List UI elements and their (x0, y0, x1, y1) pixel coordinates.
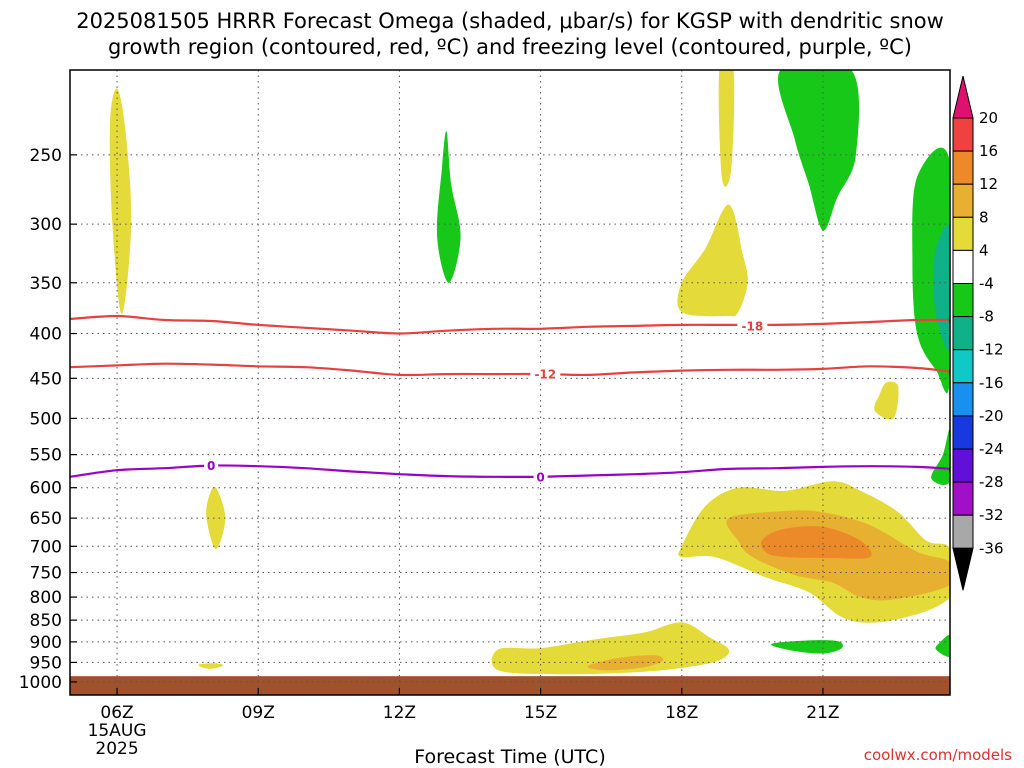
shade-orange-core (760, 526, 872, 559)
colorbar-box--20-to--24 (952, 415, 974, 450)
shade-green-upper-20z (778, 70, 860, 231)
shade-green-900-21z (770, 640, 843, 654)
shade-yellow-upper-06z (109, 88, 132, 314)
colorbar-box--28-to--32 (952, 481, 974, 516)
grid-lines (70, 70, 950, 695)
plot-area: -18 -12 0 0 (69, 69, 951, 696)
x-tick-label-21Z: 21Z (806, 703, 839, 723)
y-tick-label-850: 850 (30, 611, 62, 631)
colorbar-box-8-to-4 (952, 216, 974, 251)
contour-label-dgz-minus18-0: -18 (742, 319, 764, 333)
colorbar-box--24-to--28 (952, 448, 974, 483)
shade-orange-light-low-17z (587, 655, 664, 671)
y-tick-label-950: 950 (30, 653, 62, 673)
shade-yellow-500-22z (874, 381, 899, 420)
shade-yellow-low-15z (491, 622, 730, 675)
y-tick-label-400: 400 (30, 325, 62, 345)
shade-yellow-mid-19z (677, 204, 748, 317)
x-tick-label-12Z: 12Z (383, 703, 416, 723)
plot-frame (69, 69, 951, 696)
colorbar-label--24: -24 (979, 440, 1004, 458)
y-tick-label-500: 500 (30, 409, 62, 429)
y-tick-label-450: 450 (30, 369, 62, 389)
contour-label-bg-freezing-level-1 (533, 469, 548, 483)
y-tick-label-350: 350 (30, 274, 62, 294)
colorbar-label-20: 20 (979, 109, 998, 127)
colorbar-label-4: 4 (979, 241, 989, 259)
y-tick-label-650: 650 (30, 509, 62, 529)
colorbar-box-12-to-8 (952, 183, 974, 218)
x-tick-label-09Z: 09Z (242, 703, 275, 723)
shade-green-upper-13z (436, 131, 461, 283)
contour-label-bg-dgz-minus12-0 (530, 367, 561, 381)
shade-yellow-upper-19z (718, 70, 735, 187)
colorbar-box--32-to--36 (952, 514, 974, 549)
shade-yellow-950-08z (198, 663, 224, 669)
contour-label-bg-freezing-level-0 (204, 458, 219, 472)
colorbar-box--12-to--16 (952, 349, 974, 384)
y-tick-label-750: 750 (30, 564, 62, 584)
x-tick-label-06Z: 06Z (100, 703, 133, 723)
y-tick-label-250: 250 (30, 146, 62, 166)
x-tick-label-18Z: 18Z (665, 703, 698, 723)
x-axis-label: Forecast Time (UTC) (414, 746, 605, 768)
y-tick-label-900: 900 (30, 633, 62, 653)
colorbar-box--16-to--20 (952, 382, 974, 417)
y-tick-label-700: 700 (30, 537, 62, 557)
ground-surface (70, 676, 950, 695)
colorbar-label-12: 12 (979, 175, 998, 193)
contour-label-bg-dgz-minus18-0 (737, 318, 768, 332)
colorbar-box--8-to--12 (952, 316, 974, 351)
colorbar-label--16: -16 (979, 374, 1004, 392)
y-axis-ticks: 2503003504004505005506006507007508008509… (19, 146, 77, 693)
shade-green-low-right (935, 634, 950, 657)
contour-dgz-minus12 (70, 362, 950, 377)
colorbar-box--4-to--8 (952, 283, 974, 318)
omega-shading-layer (109, 70, 950, 675)
chart-title-line1: 2025081505 HRRR Forecast Omega (shaded, … (76, 9, 944, 33)
colorbar-label--28: -28 (979, 473, 1004, 491)
colorbar-box-20-to-16 (952, 117, 974, 152)
contour-label-freezing-level-1: 0 (536, 470, 544, 484)
y-tick-label-800: 800 (30, 588, 62, 608)
x-tick-date-day: 15AUG (88, 721, 147, 741)
y-tick-label-600: 600 (30, 479, 62, 499)
colorbar-label-8: 8 (979, 208, 989, 226)
y-tick-label-300: 300 (30, 215, 62, 235)
chart-title-line2: growth region (contoured, red, ºC) and f… (108, 35, 912, 59)
colorbar-label-16: 16 (979, 142, 998, 160)
credit-text: coolwx.com/models (864, 746, 1012, 764)
y-tick-label-550: 550 (30, 446, 62, 466)
colorbar-label--12: -12 (979, 341, 1004, 359)
colorbar-bottom-arrow (952, 547, 974, 591)
colorbar-label--36: -36 (979, 539, 1004, 557)
contour-dgz-minus18 (70, 314, 950, 335)
x-tick-date-year: 2025 (95, 739, 138, 759)
colorbar-label--20: -20 (979, 407, 1004, 425)
contour-label-freezing-level-0: 0 (207, 459, 215, 473)
shade-green-mid-right (931, 429, 950, 486)
colorbar-label--32: -32 (979, 506, 1004, 524)
colorbar-box-4-to--4 (952, 249, 974, 284)
contour-layer: -18 -12 0 0 (70, 314, 950, 484)
shade-yellow-650-08z (206, 486, 226, 549)
colorbar-label--4: -4 (979, 275, 994, 293)
colorbar: 20 16 12 8 4 -4 -8 -12 -16 -20 -24 -28 -32 -36 (952, 75, 1004, 591)
plot-background (70, 70, 950, 695)
colorbar-top-arrow (952, 75, 974, 119)
contour-label-dgz-minus12-0: -12 (534, 368, 556, 382)
y-tick-label-1000: 1000 (19, 673, 62, 693)
x-tick-label-15Z: 15Z (524, 703, 557, 723)
colorbar-label--8: -8 (979, 308, 994, 326)
shade-teal-right-edge (933, 225, 950, 350)
colorbar-box-16-to-12 (952, 150, 974, 185)
